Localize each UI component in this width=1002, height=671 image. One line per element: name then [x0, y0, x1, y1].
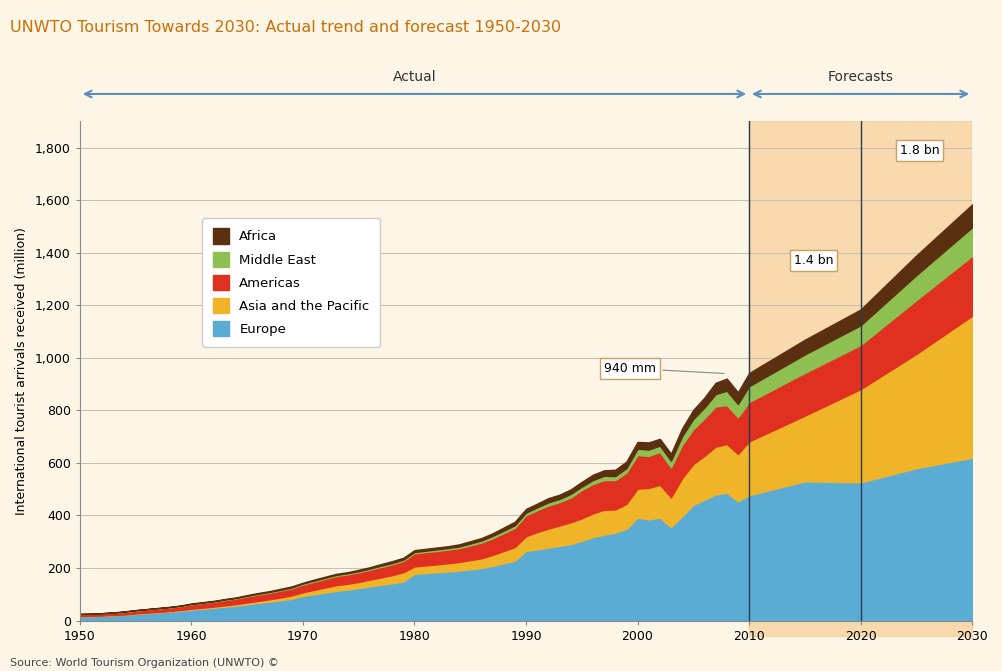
Y-axis label: International tourist arrivals received (million): International tourist arrivals received … — [15, 227, 28, 515]
Text: Actual: Actual — [392, 70, 436, 84]
Text: Source: World Tourism Organization (UNWTO) ©: Source: World Tourism Organization (UNWT… — [10, 658, 279, 668]
Text: 940 mm: 940 mm — [603, 362, 723, 375]
Bar — [748, 121, 971, 621]
Text: 1.8 bn: 1.8 bn — [899, 144, 938, 157]
Text: UNWTO Tourism Towards 2030: Actual trend and forecast 1950-2030: UNWTO Tourism Towards 2030: Actual trend… — [10, 20, 560, 35]
Text: 1.4 bn: 1.4 bn — [793, 254, 833, 267]
Legend: Africa, Middle East, Americas, Asia and the Pacific, Europe: Africa, Middle East, Americas, Asia and … — [202, 218, 380, 347]
Text: Forecasts: Forecasts — [827, 70, 893, 84]
